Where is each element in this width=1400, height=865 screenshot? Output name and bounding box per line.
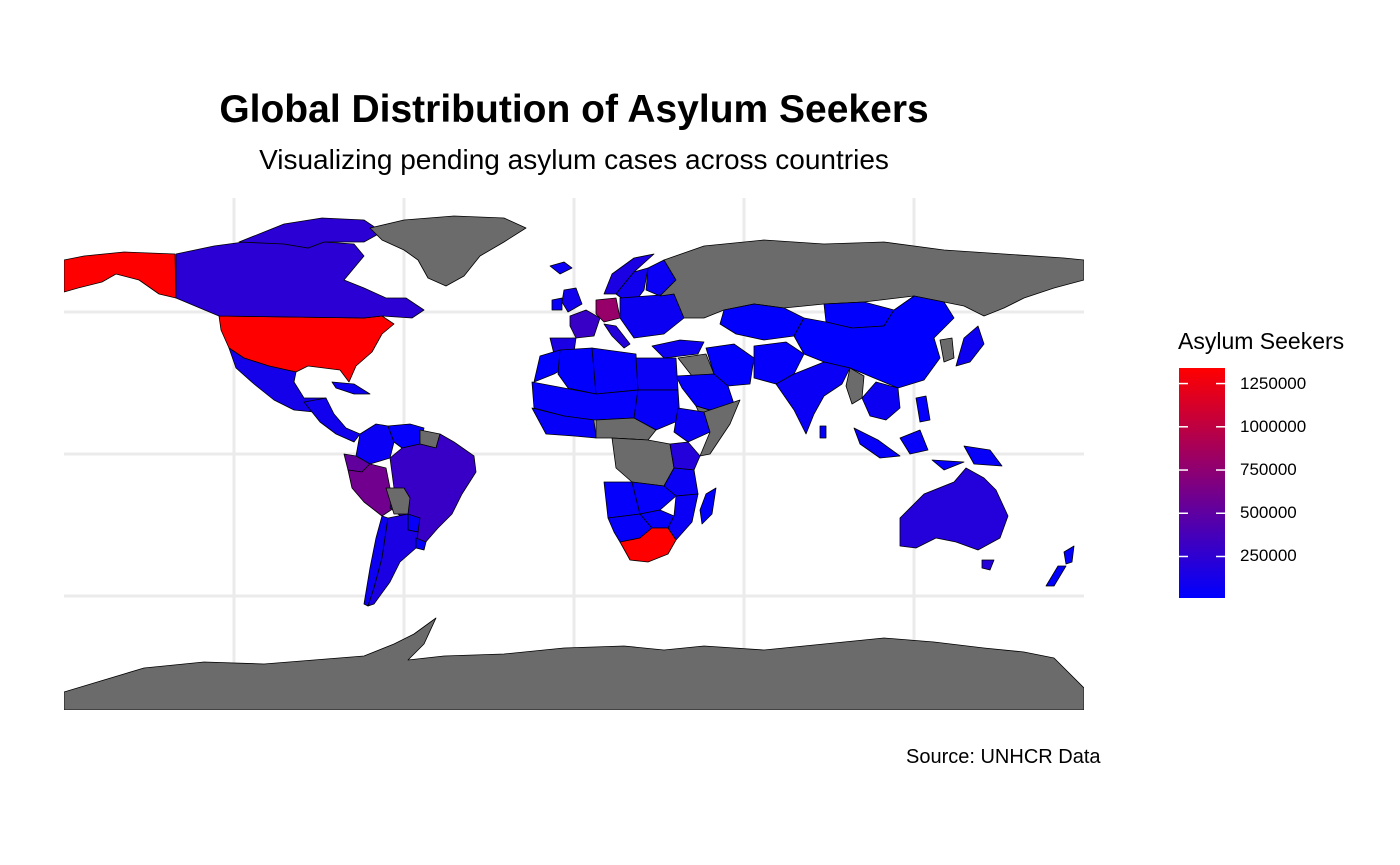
region-new-guinea[interactable]: New Guinea: 40000 (963, 445, 1003, 467)
region-dr-congo[interactable]: DR Congo (611, 437, 675, 487)
region-kenya-uganda[interactable]: Kenya & Uganda: 200000 (669, 441, 701, 471)
region-antarctica[interactable]: Antarctica (64, 617, 1084, 710)
region-cuba[interactable]: Cuba: 70000 (331, 381, 371, 395)
region-italy[interactable]: Italy: 200000 (603, 323, 631, 349)
region-central-america[interactable]: Central America: 100000 (303, 397, 361, 443)
region-eastern-europe[interactable]: Eastern Europe: 70000 (619, 293, 685, 339)
region-somalia[interactable]: Somalia (699, 399, 741, 457)
region-canadian-arctic[interactable]: Canadian Arctic: 230000 (238, 217, 383, 249)
region-colombia[interactable]: Colombia: 60000 (355, 423, 395, 465)
map-subtitle: Visualizing pending asylum cases across … (259, 144, 889, 175)
region-alaska[interactable]: Alaska (United States): 1340000 (64, 251, 177, 299)
region-bolivia[interactable]: Bolivia (385, 487, 411, 515)
region-japan[interactable]: Japan: 80000 (955, 325, 985, 367)
legend-tick-label: 1000000 (1240, 416, 1307, 436)
region-argentina[interactable]: Argentina: 150000 (367, 513, 419, 607)
region-ethiopia[interactable]: Ethiopia: 60000 (673, 407, 711, 443)
region-libya[interactable]: Libya: 30000 (591, 347, 639, 395)
region-united-kingdom[interactable]: United Kingdom: 100000 (561, 287, 583, 313)
region-iceland[interactable]: Iceland: 60000 (549, 261, 573, 275)
world-map: Alaska (United States): 1340000 United S… (64, 198, 1084, 710)
legend-tick-label: 1250000 (1240, 373, 1307, 393)
region-algeria[interactable]: Algeria: 20000 (557, 347, 597, 395)
legend-colorbar (1179, 368, 1225, 598)
legend-tick-label: 500000 (1240, 503, 1297, 523)
region-sudan[interactable]: Sudan: 40000 (633, 389, 681, 431)
region-korea[interactable]: Korea (939, 337, 955, 363)
region-madagascar[interactable]: Madagascar: 20000 (699, 487, 717, 525)
legend-tick-label: 750000 (1240, 460, 1297, 480)
region-egypt[interactable]: Egypt: 60000 (635, 357, 679, 391)
region-ireland[interactable]: Ireland: 40000 (551, 297, 563, 311)
legend-tick-marks (1179, 382, 1225, 558)
region-kazakhstan[interactable]: Kazakhstan: 20000 (719, 303, 805, 341)
region-australia[interactable]: Australia: 200000 (899, 467, 1009, 551)
region-philippines[interactable]: Philippines: 30000 (915, 395, 931, 423)
region-uruguay[interactable]: Uruguay: 30000 (415, 537, 427, 551)
region-zimbabwe[interactable]: Zimbabwe: 30000 (639, 509, 675, 529)
legend-title: Asylum Seekers (1178, 328, 1345, 354)
region-turkey[interactable]: Turkey: 80000 (651, 339, 705, 359)
source-caption: Source: UNHCR Data (906, 746, 1101, 768)
country-regions: Alaska (United States): 1340000 United S… (64, 215, 1084, 710)
legend-tick-label: 250000 (1240, 546, 1297, 566)
map-title: Global Distribution of Asylum Seekers (219, 88, 929, 131)
region-indonesia[interactable]: Indonesia: 40000 (853, 427, 965, 471)
region-south-africa[interactable]: South Africa: 1340000 (619, 527, 677, 563)
region-france[interactable]: France: 300000 (569, 309, 601, 339)
region-sri-lanka[interactable]: Sri Lanka: 30000 (819, 425, 827, 439)
legend-gradient (1179, 368, 1225, 598)
region-new-zealand[interactable]: New Zealand: 20000 (1045, 545, 1075, 587)
region-greenland[interactable]: Greenland (369, 215, 527, 287)
region-india[interactable]: India: 60000 (775, 361, 851, 435)
region-zambia[interactable]: Zambia: 30000 (631, 481, 677, 515)
region-myanmar[interactable]: Myanmar (845, 367, 865, 405)
region-indochina[interactable]: Indochina: 70000 (861, 381, 901, 421)
region-canada[interactable]: Canada: 230000 (175, 239, 425, 319)
region-germany[interactable]: Germany: 800000 (595, 297, 621, 323)
region-tasmania[interactable]: Tasmania: 200000 (981, 559, 995, 571)
